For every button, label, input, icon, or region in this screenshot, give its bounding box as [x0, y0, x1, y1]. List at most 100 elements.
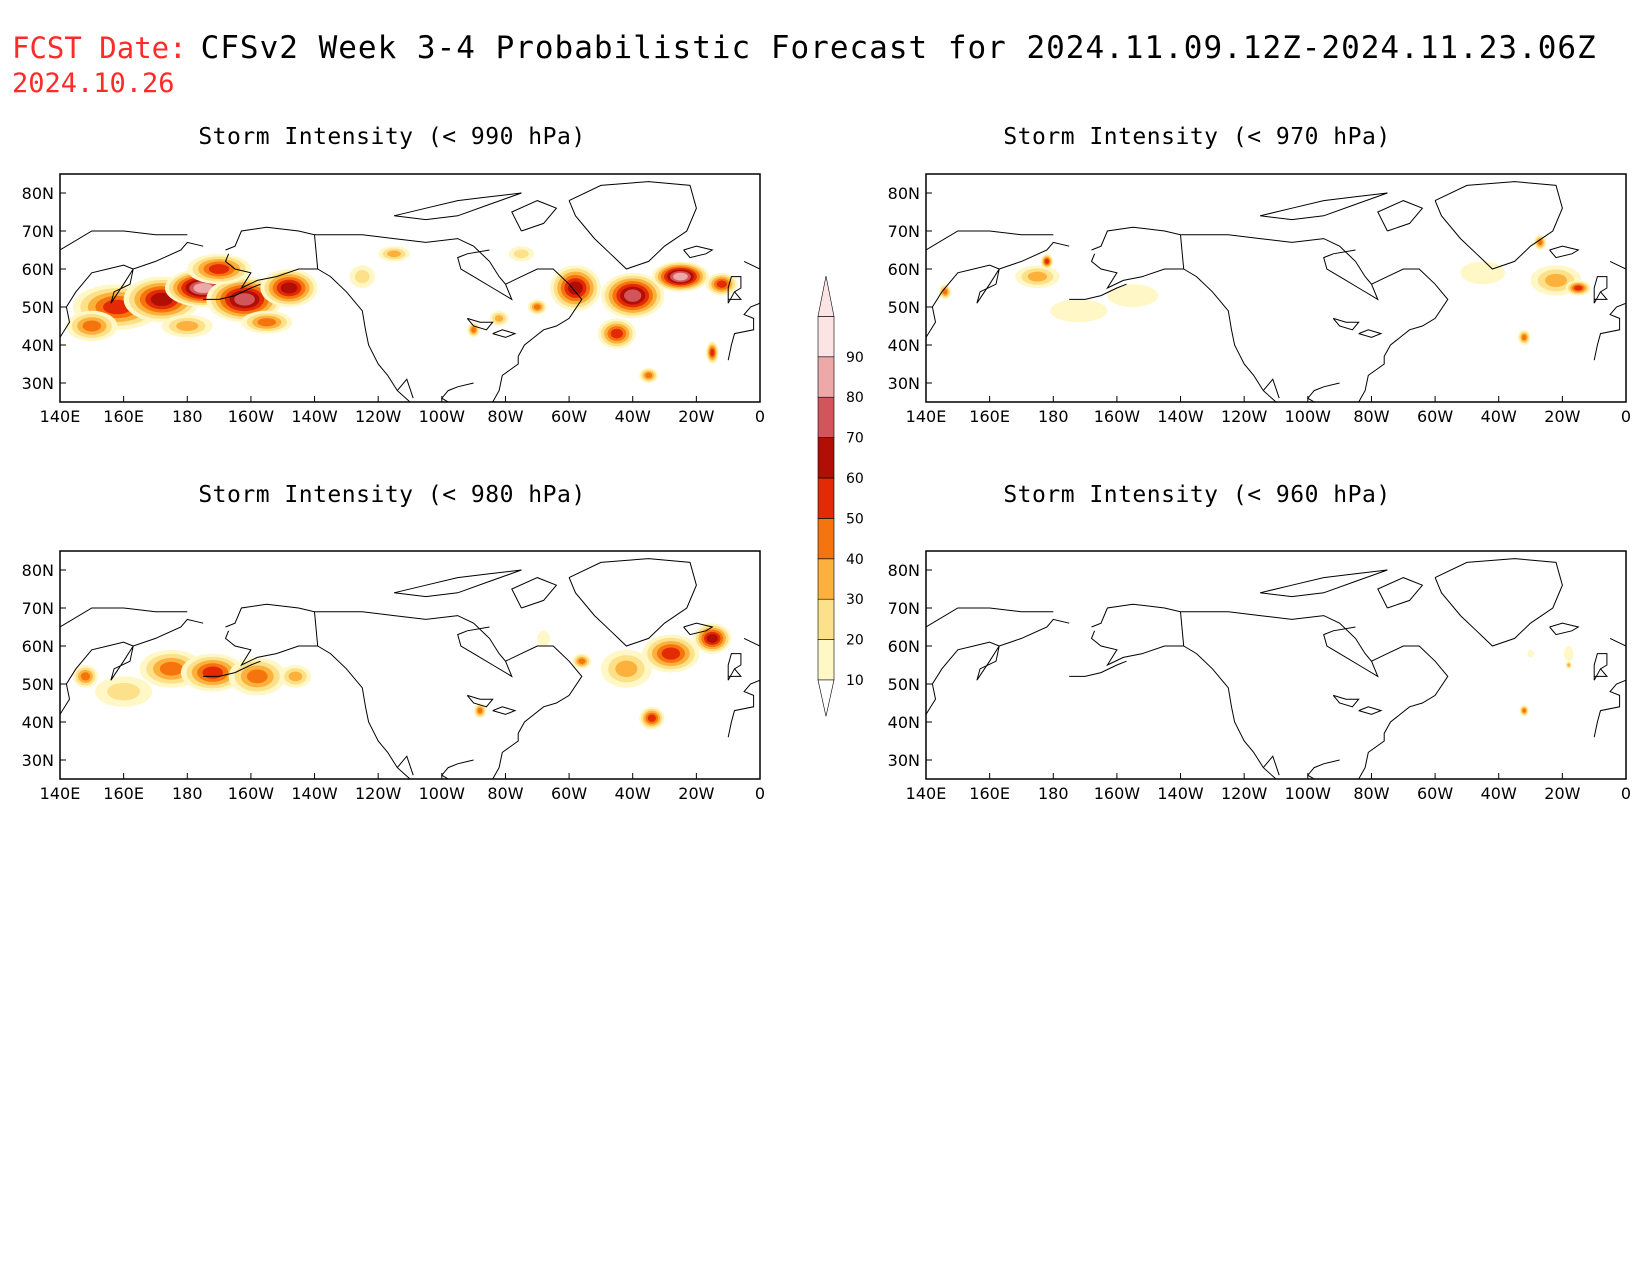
lon-tick-label: 160E [969, 407, 1010, 426]
lon-tick-label: 120W [1221, 407, 1268, 426]
fcst-date-value: 2024.10.26 [12, 68, 175, 99]
lon-tick-label: 160E [969, 784, 1010, 803]
probability-blob [639, 367, 659, 383]
coastline [60, 230, 188, 251]
probability-blob [1519, 704, 1529, 717]
probability-contour [1521, 334, 1527, 341]
probability-blob [639, 706, 665, 730]
coastline [1090, 226, 1185, 290]
probability-blob [600, 272, 665, 319]
probability-contour [1527, 649, 1534, 658]
probability-contour [82, 320, 102, 332]
probability-blob [241, 310, 293, 334]
colorbar-box [817, 639, 835, 681]
probability-blob [72, 665, 99, 688]
coastlines [60, 558, 760, 779]
colorbar-box [817, 316, 835, 358]
lon-tick-label: 40W [615, 407, 651, 426]
colorbar: 10 20 30 40 50 60 70 80 90 [817, 275, 864, 717]
probability-blob [66, 310, 118, 342]
lat-tick-label: 40N [22, 713, 54, 732]
probability-blob [651, 261, 710, 292]
lon-tick-label: 80W [487, 407, 523, 426]
probability-blob [705, 341, 719, 364]
lat-tick-label: 30N [888, 751, 920, 770]
coastline [1259, 192, 1388, 221]
probability-blob [537, 630, 550, 647]
probability-contour [150, 292, 173, 307]
lon-tick-label: 60W [551, 407, 587, 426]
colorbar-top-arrow [817, 275, 835, 317]
probability-blob [349, 265, 376, 288]
lon-tick-label: 60W [1417, 407, 1453, 426]
coastline [1549, 245, 1580, 259]
probability-contour [537, 630, 550, 647]
coastline [1262, 378, 1280, 399]
probability-blob [95, 676, 153, 707]
probability-contour [246, 669, 268, 684]
lon-tick-label: 180 [172, 407, 203, 426]
coastline [1358, 706, 1383, 715]
probability-contour [942, 289, 948, 295]
lon-tick-label: 100W [419, 784, 466, 803]
probability-contour [176, 321, 199, 331]
probability-contour [610, 328, 623, 339]
probability-blob [473, 703, 487, 719]
colorbar-label: 10 [846, 673, 864, 689]
probability-contour [202, 666, 223, 679]
coastline [492, 268, 583, 402]
coastline [511, 577, 558, 609]
probability-contour [1027, 271, 1048, 282]
coastline [314, 234, 513, 301]
lat-tick-label: 40N [888, 713, 920, 732]
probability-contour [1050, 299, 1108, 323]
coastline [314, 611, 513, 678]
lon-tick-label: 180 [172, 784, 203, 803]
map-frame [59, 173, 761, 403]
coastline [1180, 234, 1379, 301]
colorbar-box [817, 356, 835, 398]
coastline [393, 192, 522, 221]
probability-blob [1533, 234, 1547, 250]
lon-tick-label: 160E [103, 407, 144, 426]
coastlines [926, 558, 1626, 779]
coastline [224, 226, 319, 290]
coastline [1090, 603, 1185, 667]
coastline [1307, 759, 1340, 779]
colorbar-label: 70 [846, 431, 864, 447]
map-frame [925, 173, 1627, 403]
probability-contour [288, 671, 303, 682]
probability-contour [257, 318, 277, 327]
colorbar-label: 40 [846, 552, 864, 568]
map-panel-1: 140E 160E 180 160W 140W 120W 100W 80W 60W 40W 20W 0… [888, 173, 1631, 426]
probability-blob [938, 284, 952, 300]
lat-tick-label: 50N [888, 675, 920, 694]
lon-tick-label: 120W [355, 784, 402, 803]
lat-tick-label: 30N [888, 374, 920, 393]
lon-tick-label: 180 [1038, 784, 1069, 803]
coastline [511, 200, 558, 232]
figure-header: FCST Date: CFSv2 Week 3-4 Probabilistic F… [12, 30, 1597, 66]
lat-tick-label: 50N [888, 298, 920, 317]
lat-tick-label: 70N [888, 599, 920, 618]
lon-tick-label: 20W [678, 407, 714, 426]
probability-contour [568, 281, 583, 295]
coastline [926, 618, 1070, 715]
map-panel-2: 140E 160E 180 160W 140W 120W 100W 80W 60W 40W 20W 0… [22, 550, 765, 803]
coastline [1609, 260, 1626, 270]
probability-blob [161, 314, 213, 338]
probability-contour [673, 272, 688, 281]
coastline [224, 603, 319, 667]
lat-tick-label: 60N [888, 260, 920, 279]
lon-tick-label: 0 [755, 407, 765, 426]
coastline [926, 607, 1054, 628]
lon-tick-label: 160W [228, 784, 275, 803]
coastline [1180, 611, 1379, 678]
coastline [683, 245, 714, 259]
probability-blob [1015, 265, 1060, 288]
probability-blob [642, 634, 700, 673]
probability-contour [234, 293, 255, 306]
probability-blob [1050, 299, 1108, 323]
coastline [568, 558, 697, 647]
lon-tick-label: 140E [906, 784, 947, 803]
